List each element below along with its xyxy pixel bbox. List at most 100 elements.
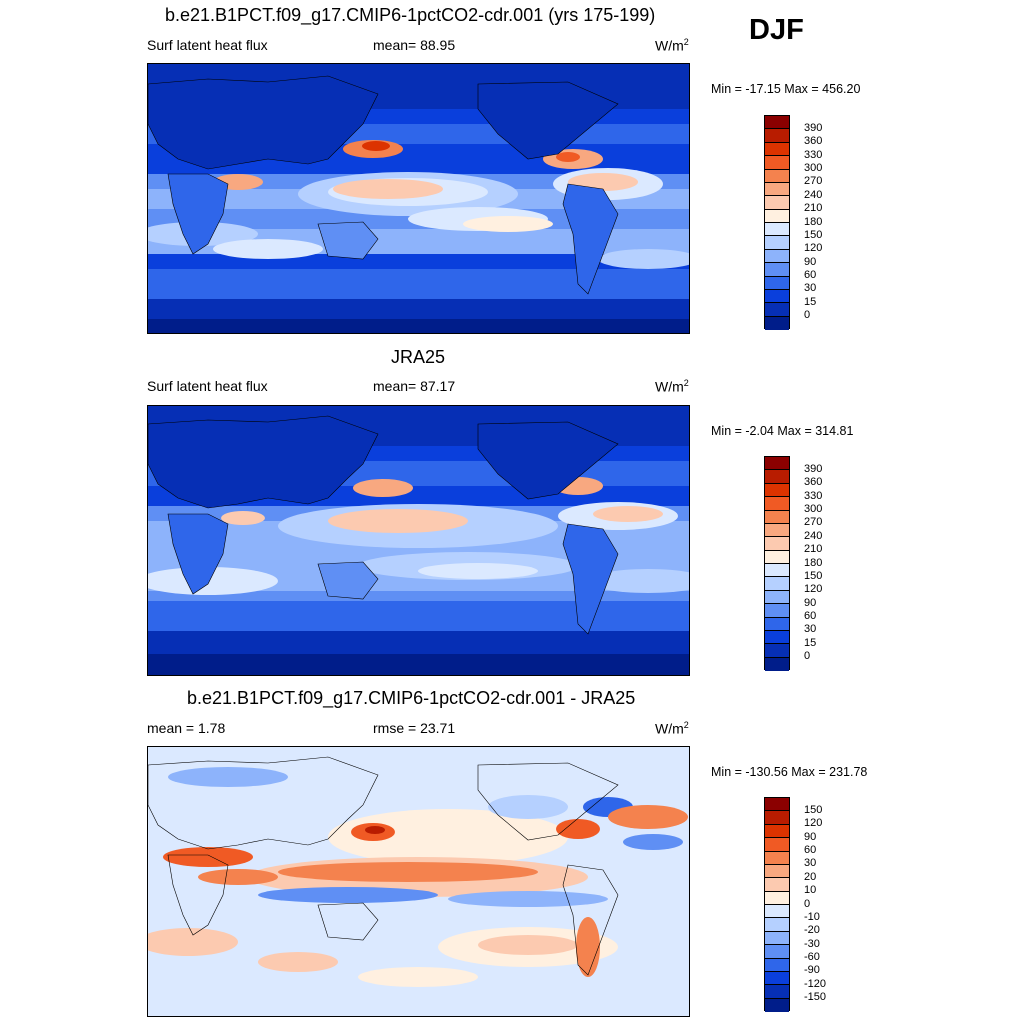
colorbar-swatch (765, 577, 789, 591)
colorbar-swatch (765, 590, 789, 605)
colorbar-tick-label: 210 (804, 543, 823, 556)
panel-1-contour-plot (148, 64, 689, 333)
panel-1-units: W/m2 (655, 37, 689, 54)
colorbar-tick-label: 150 (804, 569, 823, 582)
season-label: DJF (749, 14, 804, 46)
colorbar-tick-label: 240 (804, 188, 823, 201)
panel-3-title: b.e21.B1PCT.f09_g17.CMIP6-1pctCO2-cdr.00… (187, 688, 636, 708)
colorbar-tick-label: 60 (804, 269, 817, 281)
colorbar-swatch (765, 263, 789, 277)
panel-2-minmax: Min = -2.04 Max = 314.81 (711, 424, 854, 438)
colorbar-tick-label: 60 (804, 844, 817, 856)
colorbar-tick-label: 120 (804, 242, 823, 255)
panel-3-colorbar (764, 797, 790, 1012)
panel-2-mean: mean= 87.17 (373, 378, 456, 394)
colorbar-swatch (765, 182, 789, 197)
colorbar-tick-label: 150 (804, 803, 823, 816)
colorbar-tick-label: 15 (804, 636, 817, 649)
colorbar-tick-label: -150 (804, 991, 827, 1004)
colorbar-tick-label: 90 (804, 255, 817, 268)
colorbar-swatch (765, 644, 789, 658)
colorbar-swatch (765, 931, 789, 946)
colorbar-tick-label: -90 (804, 964, 820, 977)
colorbar-swatch (765, 156, 789, 170)
colorbar-tick-label: 20 (804, 870, 817, 883)
colorbar-tick-label: 330 (804, 489, 823, 502)
panel-3-minmax: Min = -130.56 Max = 231.78 (711, 765, 868, 779)
colorbar-swatch (765, 289, 789, 304)
colorbar-tick-label: 150 (804, 228, 823, 241)
colorbar-tick-label: 120 (804, 817, 823, 830)
colorbar-tick-label: 0 (804, 897, 811, 910)
colorbar-tick-label: 330 (804, 148, 823, 161)
colorbar-swatch (765, 811, 789, 825)
colorbar-tick-label: 240 (804, 529, 823, 542)
colorbar-swatch (765, 905, 789, 919)
colorbar-swatch (765, 223, 789, 237)
colorbar-swatch (765, 998, 789, 1012)
colorbar-tick-label: 60 (804, 610, 817, 622)
colorbar-swatch (765, 617, 789, 631)
colorbar-tick-label: 15 (804, 295, 817, 308)
colorbar-swatch (765, 129, 789, 143)
colorbar-swatch (765, 971, 789, 986)
colorbar-tick-label: 210 (804, 202, 823, 215)
colorbar-swatch (765, 824, 789, 839)
colorbar-tick-label: 0 (804, 309, 811, 322)
colorbar-swatch (765, 303, 789, 317)
panel-3-mean: mean = 1.78 (147, 720, 226, 736)
colorbar-tick-label: 0 (804, 650, 811, 663)
colorbar-swatch (765, 864, 789, 879)
colorbar-swatch (765, 550, 789, 564)
colorbar-swatch (765, 236, 789, 250)
colorbar-swatch (765, 838, 789, 852)
colorbar-swatch (765, 564, 789, 578)
colorbar-swatch (765, 316, 789, 330)
colorbar-tick-label: -30 (804, 937, 820, 950)
colorbar-tick-label: 10 (804, 884, 817, 897)
colorbar-tick-label: 360 (804, 135, 823, 148)
colorbar-tick-label: -20 (804, 924, 820, 937)
colorbar-swatch (765, 249, 789, 264)
panel-2-colorbar (764, 456, 790, 671)
colorbar-swatch (765, 891, 789, 905)
colorbar-swatch (765, 483, 789, 498)
colorbar-swatch (765, 209, 789, 223)
colorbar-swatch (765, 276, 789, 290)
colorbar-swatch (765, 497, 789, 511)
colorbar-tick-label: 390 (804, 462, 823, 475)
colorbar-tick-label: 360 (804, 476, 823, 489)
colorbar-swatch (765, 878, 789, 892)
panel-3-units: W/m2 (655, 720, 689, 737)
colorbar-tick-label: -10 (804, 910, 820, 923)
panel-1-colorbar (764, 115, 790, 330)
panel-1-title: b.e21.B1PCT.f09_g17.CMIP6-1pctCO2-cdr.00… (165, 5, 656, 25)
colorbar-tick-label: -120 (804, 977, 827, 990)
colorbar-swatch (765, 537, 789, 551)
colorbar-tick-label: 270 (804, 516, 823, 529)
colorbar-swatch (765, 523, 789, 538)
colorbar-tick-label: 180 (804, 556, 823, 569)
colorbar-tick-label: 120 (804, 583, 823, 596)
colorbar-tick-label: 30 (804, 857, 817, 870)
colorbar-swatch (765, 918, 789, 932)
colorbar-tick-label: 30 (804, 282, 817, 295)
colorbar-swatch (765, 169, 789, 183)
colorbar-swatch (765, 851, 789, 865)
panel-2-map (147, 405, 690, 676)
panel-1-mean: mean= 88.95 (373, 37, 456, 53)
panel-1-variable-label: Surf latent heat flux (147, 37, 268, 53)
colorbar-tick-label: 30 (804, 623, 817, 636)
panel-1-map (147, 63, 690, 334)
colorbar-swatch (765, 657, 789, 671)
panel-1-minmax: Min = -17.15 Max = 456.20 (711, 82, 861, 96)
panel-3-contour-plot (148, 747, 689, 1016)
colorbar-tick-label: -60 (804, 951, 820, 963)
colorbar-swatch (765, 510, 789, 524)
colorbar-swatch (765, 798, 789, 812)
panel-3-rmse: rmse = 23.71 (373, 720, 456, 736)
colorbar-tick-label: 300 (804, 503, 823, 515)
colorbar-tick-label: 90 (804, 596, 817, 609)
colorbar-swatch (765, 630, 789, 645)
colorbar-swatch (765, 196, 789, 210)
